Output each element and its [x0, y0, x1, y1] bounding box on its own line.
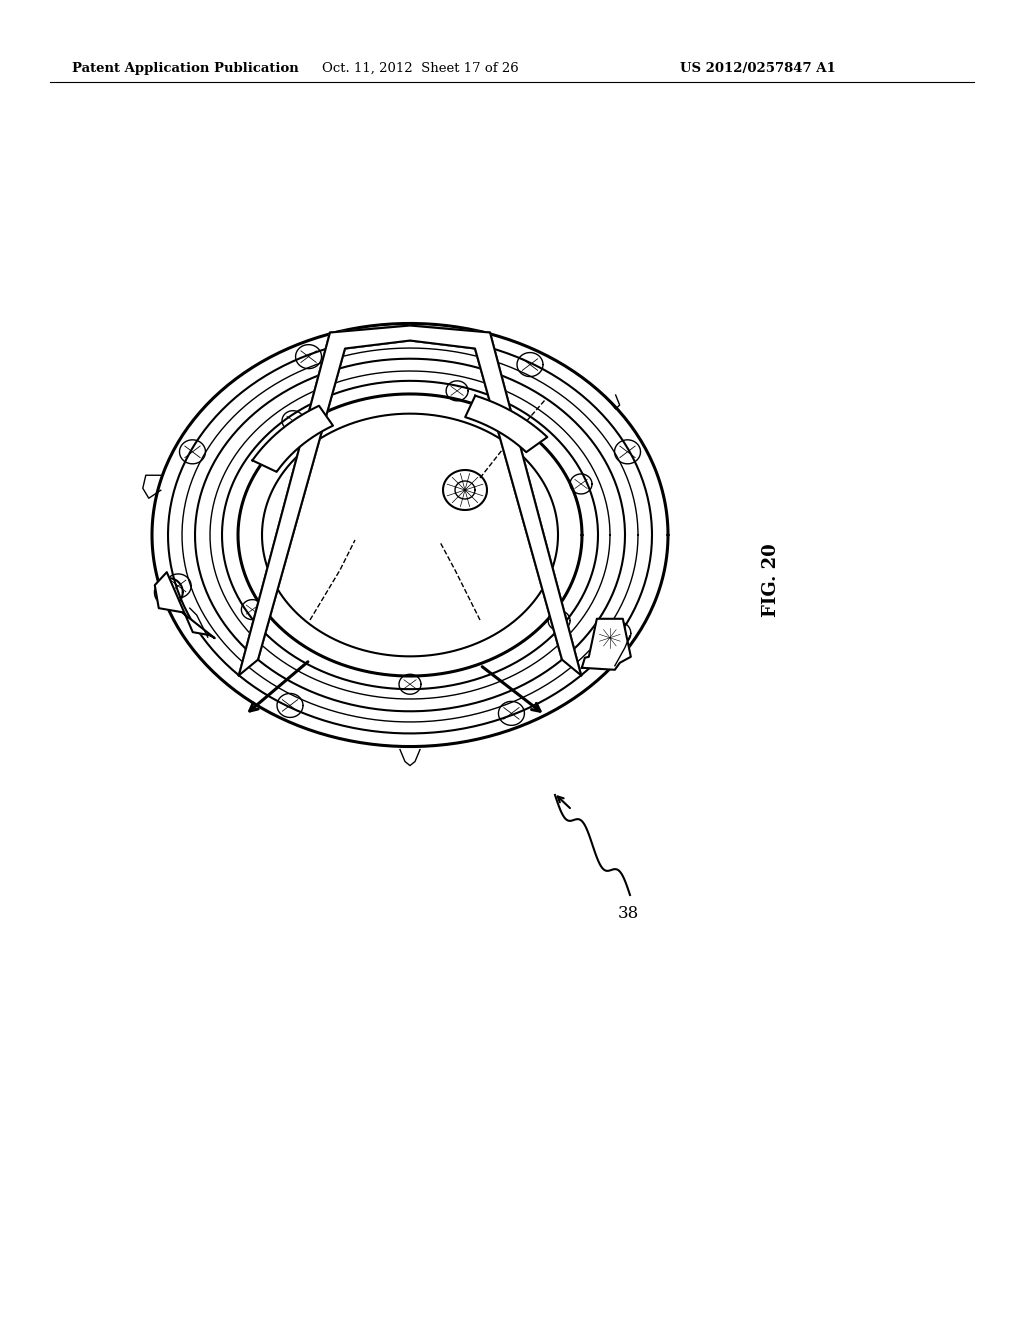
Text: FIG. 20: FIG. 20 — [762, 543, 780, 616]
Text: Patent Application Publication: Patent Application Publication — [72, 62, 299, 75]
Polygon shape — [155, 572, 215, 638]
Polygon shape — [582, 619, 631, 669]
Polygon shape — [239, 326, 581, 676]
Polygon shape — [252, 405, 333, 471]
Text: US 2012/0257847 A1: US 2012/0257847 A1 — [680, 62, 836, 75]
Text: 38: 38 — [617, 906, 639, 921]
Polygon shape — [465, 396, 548, 453]
Text: Oct. 11, 2012  Sheet 17 of 26: Oct. 11, 2012 Sheet 17 of 26 — [322, 62, 518, 75]
